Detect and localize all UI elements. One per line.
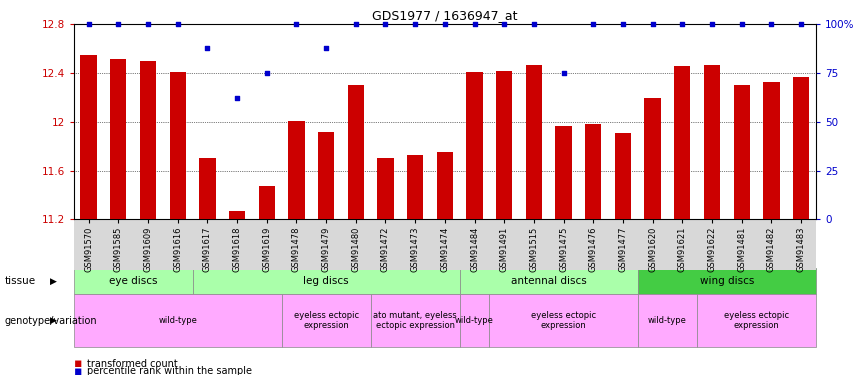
Bar	[556, 126, 572, 219]
Point	[587, 21, 601, 27]
Point	[765, 21, 779, 27]
Bar	[140, 61, 156, 219]
Bar	[199, 159, 215, 219]
Text: eye discs: eye discs	[108, 276, 157, 286]
Title: GDS1977 / 1636947_at: GDS1977 / 1636947_at	[372, 9, 517, 22]
Bar	[792, 77, 809, 219]
Text: ▶: ▶	[50, 316, 57, 325]
Bar	[466, 72, 483, 219]
Point	[616, 21, 630, 27]
Bar	[347, 86, 364, 219]
Text: ato mutant, eyeless
ectopic expression: ato mutant, eyeless ectopic expression	[373, 311, 457, 330]
Text: eyeless ectopic
expression: eyeless ectopic expression	[531, 311, 596, 330]
Point	[675, 21, 689, 27]
Point	[705, 21, 719, 27]
Point	[230, 96, 244, 102]
Bar	[674, 66, 691, 219]
Bar	[733, 86, 750, 219]
Point	[646, 21, 660, 27]
Point	[141, 21, 155, 27]
Bar	[407, 155, 424, 219]
Point	[349, 21, 363, 27]
Point	[260, 70, 273, 76]
Bar	[229, 211, 246, 219]
Text: percentile rank within the sample: percentile rank within the sample	[87, 366, 252, 375]
Text: antennal discs: antennal discs	[511, 276, 587, 286]
Point	[111, 21, 125, 27]
Bar	[288, 121, 305, 219]
Bar	[378, 159, 394, 219]
Point	[468, 21, 482, 27]
Bar	[704, 64, 720, 219]
Point	[794, 21, 808, 27]
Text: genotype/variation: genotype/variation	[4, 316, 97, 326]
Text: leg discs: leg discs	[303, 276, 349, 286]
Bar	[644, 98, 661, 219]
Bar	[259, 186, 275, 219]
Text: wild-type: wild-type	[455, 316, 494, 325]
Point	[527, 21, 541, 27]
Text: transformed count: transformed count	[87, 359, 178, 369]
Point	[438, 21, 452, 27]
Point	[734, 21, 748, 27]
Text: tissue: tissue	[4, 276, 36, 286]
Point	[497, 21, 511, 27]
Point	[378, 21, 392, 27]
Bar	[763, 82, 779, 219]
Bar	[437, 152, 453, 219]
Bar	[615, 133, 631, 219]
Text: ▶: ▶	[50, 277, 57, 286]
Point	[408, 21, 422, 27]
Text: wild-type: wild-type	[648, 316, 687, 325]
Bar	[318, 132, 334, 219]
Point	[171, 21, 185, 27]
Text: ▪: ▪	[74, 357, 82, 370]
Text: eyeless ectopic
expression: eyeless ectopic expression	[724, 311, 789, 330]
Text: ▪: ▪	[74, 365, 82, 375]
Bar	[496, 71, 512, 219]
Text: wild-type: wild-type	[158, 316, 197, 325]
Text: eyeless ectopic
expression: eyeless ectopic expression	[293, 311, 358, 330]
Point	[319, 45, 333, 51]
Point	[290, 21, 304, 27]
Bar	[169, 72, 186, 219]
Point	[556, 70, 570, 76]
Point	[201, 45, 214, 51]
Bar	[526, 64, 542, 219]
Bar	[585, 124, 602, 219]
Bar	[110, 58, 127, 219]
Text: wing discs: wing discs	[700, 276, 754, 286]
Point	[82, 21, 95, 27]
Bar	[81, 55, 97, 219]
